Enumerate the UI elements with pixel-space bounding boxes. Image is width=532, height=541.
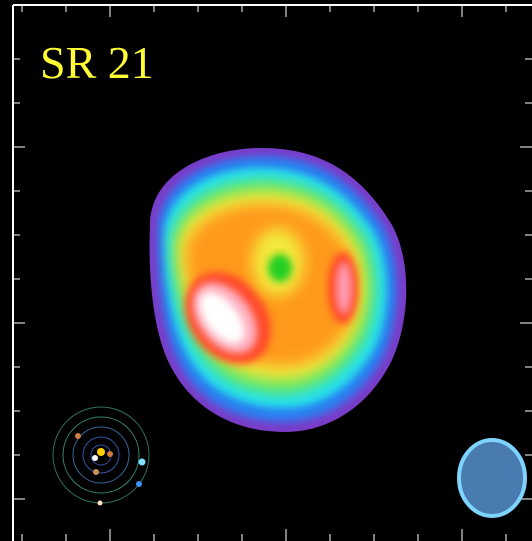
title: SR 21 — [40, 37, 154, 88]
solar-system-icon — [52, 406, 150, 506]
frame — [12, 4, 532, 541]
ticks — [13, 5, 532, 541]
beam — [457, 438, 527, 518]
disk — [149, 148, 407, 432]
